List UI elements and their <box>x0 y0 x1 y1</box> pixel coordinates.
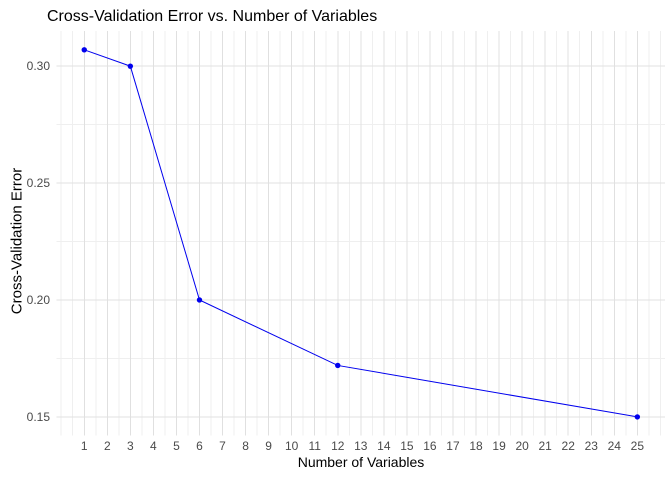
x-tick-label-24: 24 <box>608 439 622 453</box>
x-tick-label-16: 16 <box>423 439 437 453</box>
x-tick-label-8: 8 <box>242 439 249 453</box>
x-tick-label-7: 7 <box>219 439 226 453</box>
y-tick-label-0.25: 0.25 <box>27 176 51 190</box>
x-tick-label-1: 1 <box>81 439 88 453</box>
data-point-x1 <box>81 47 87 53</box>
x-tick-label-6: 6 <box>196 439 203 453</box>
data-point-x25 <box>634 414 641 420</box>
x-tick-label-14: 14 <box>377 439 391 453</box>
x-tick-label-10: 10 <box>285 439 299 453</box>
plot-title: Cross-Validation Error vs. Number of Var… <box>47 8 378 25</box>
y-tick-label-0.15: 0.15 <box>27 410 51 424</box>
x-tick-label-4: 4 <box>150 439 157 453</box>
x-tick-label-5: 5 <box>173 439 180 453</box>
data-point-x3 <box>127 63 134 69</box>
x-axis-title: Number of Variables <box>297 454 425 470</box>
x-tick-label-13: 13 <box>354 439 368 453</box>
x-tick-label-3: 3 <box>127 439 134 453</box>
x-tick-label-20: 20 <box>515 439 529 453</box>
x-tick-label-12: 12 <box>331 439 345 453</box>
x-tick-label-18: 18 <box>469 439 483 453</box>
data-point-x12 <box>335 362 341 369</box>
x-tick-label-11: 11 <box>308 439 321 453</box>
x-tick-label-21: 21 <box>538 439 552 453</box>
x-tick-label-19: 19 <box>492 439 506 453</box>
y-tick-label-0.20: 0.20 <box>27 293 51 307</box>
x-tick-label-17: 17 <box>446 439 460 453</box>
x-tick-label-22: 22 <box>562 439 576 453</box>
x-tick-label-2: 2 <box>104 439 111 453</box>
x-tick-label-9: 9 <box>265 439 272 453</box>
y-tick-label-0.30: 0.30 <box>27 59 51 73</box>
x-tick-label-15: 15 <box>400 439 414 453</box>
x-tick-label-23: 23 <box>585 439 599 453</box>
data-point-x6 <box>196 297 203 303</box>
x-tick-label-25: 25 <box>631 439 645 453</box>
